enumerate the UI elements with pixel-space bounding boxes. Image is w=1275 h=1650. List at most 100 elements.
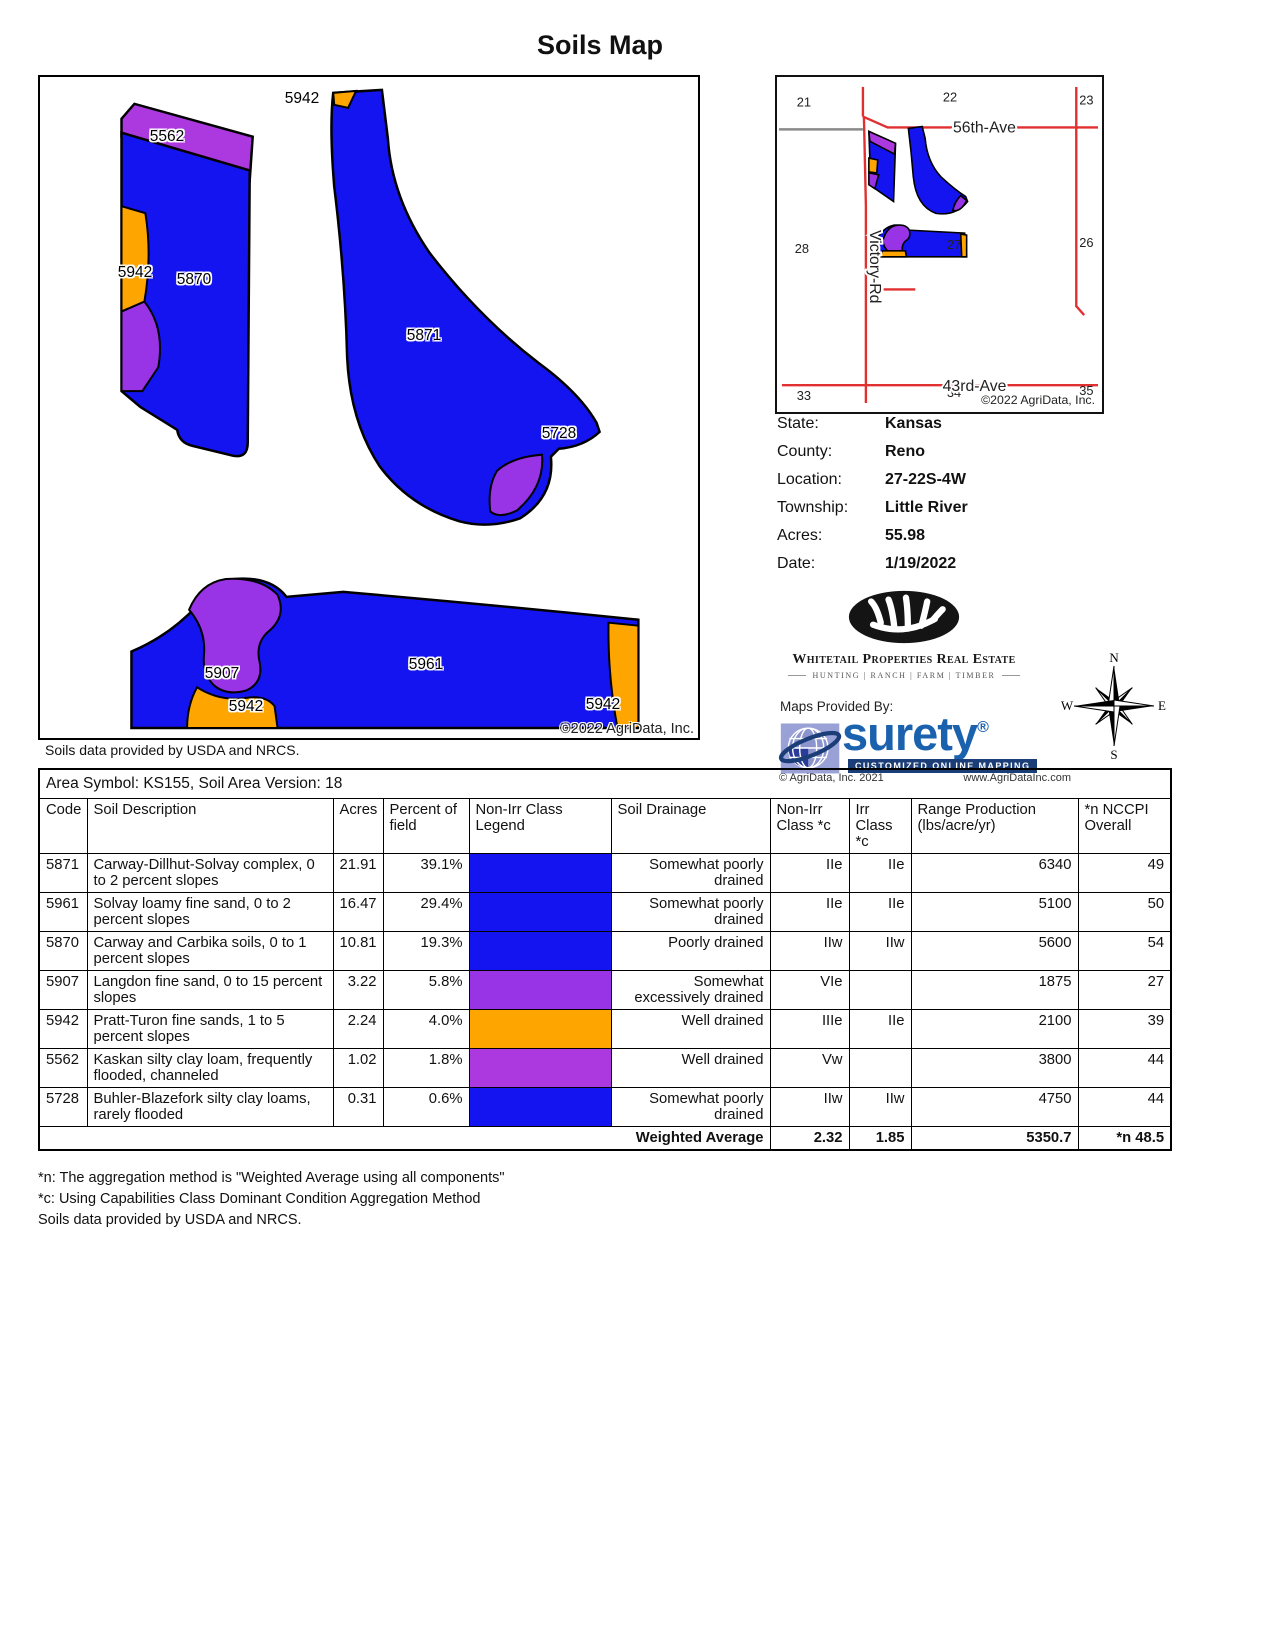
cell-nonirr: IIIe: [769, 1009, 850, 1049]
cell-range: 5100: [910, 892, 1079, 932]
surety-wordmark: surety®: [842, 706, 989, 761]
section-21: 21: [797, 95, 811, 110]
date-value: 1/19/2022: [885, 555, 957, 572]
tagline-rule-right: [1001, 675, 1020, 676]
township-label: Township:: [777, 499, 849, 516]
section-23: 23: [1079, 93, 1093, 108]
soil-row-5870: 5870 Carway and Carbika soils, 0 to 1 pe…: [38, 931, 1172, 971]
township-value: Little River: [885, 499, 968, 516]
main-soils-map: 5942 5562 5942 5870 5871 5728 5907 5961 …: [38, 75, 700, 740]
info-row-acres: Acres: 55.98: [777, 522, 1117, 550]
section-26: 26: [1079, 235, 1093, 250]
header-acres: Acres: [332, 798, 384, 854]
info-row-township: Township: Little River: [777, 494, 1117, 522]
cell-drainage: Well drained: [610, 1009, 771, 1049]
road-label-56th-ave: 56th-Ave: [953, 119, 1016, 136]
cell-code: 5961: [38, 892, 88, 932]
header-irr-class: Irr Class *c: [848, 798, 912, 854]
cell-drainage: Somewhat poorly drained: [610, 1087, 771, 1127]
cell-irr: IIw: [848, 931, 912, 971]
county-label: County:: [777, 443, 833, 460]
cell-percent: 4.0%: [382, 1009, 470, 1049]
cell-acres: 3.22: [332, 970, 384, 1010]
location-value: 27-22S-4W: [885, 471, 966, 488]
soil-polygon-purple-left: [120, 300, 161, 393]
cell-range: 4750: [910, 1087, 1079, 1127]
legend-swatch-blue: [468, 892, 612, 932]
header-nccpi-overall: *n NCCPI Overall: [1077, 798, 1172, 854]
weighted-nccpi: *n 48.5: [1077, 1126, 1172, 1151]
map-label-5562: 5562: [149, 128, 185, 145]
whitetail-name: Whitetail Properties Real Estate: [792, 652, 1016, 667]
whitetail-tagline-row: HUNTING | RANCH | FARM | TIMBER: [788, 671, 1020, 680]
map-label-5942-top: 5942: [284, 90, 320, 107]
cell-range: 5600: [910, 931, 1079, 971]
cell-code: 5871: [38, 853, 88, 893]
compass-w: W: [1061, 698, 1074, 713]
cell-acres: 0.31: [332, 1087, 384, 1127]
cell-drainage: Well drained: [610, 1048, 771, 1088]
cell-acres: 21.91: [332, 853, 384, 893]
soil-row-5871: 5871 Carway-Dillhut-Solvay complex, 0 to…: [38, 853, 1172, 893]
map-label-5942-br: 5942: [585, 696, 621, 713]
cell-drainage: Poorly drained: [610, 931, 771, 971]
map-label-5728: 5728: [541, 425, 577, 442]
state-label: State:: [777, 415, 819, 432]
footnotes: *n: The aggregation method is "Weighted …: [38, 1168, 505, 1231]
cell-range: 6340: [910, 853, 1079, 893]
soil-polygon-5871: [330, 88, 602, 526]
cell-irr: IIe: [848, 892, 912, 932]
cell-irr: IIw: [848, 1087, 912, 1127]
legend-swatch-purple-alt: [468, 1048, 612, 1088]
legend-swatch-purple: [468, 970, 612, 1010]
acres-label: Acres:: [777, 527, 823, 544]
cell-percent: 29.4%: [382, 892, 470, 932]
weighted-nonirr: 2.32: [769, 1126, 850, 1151]
cell-range: 1875: [910, 970, 1079, 1010]
compass-s: S: [1110, 747, 1117, 762]
section-28: 28: [795, 241, 809, 256]
footnote-aggregation: *n: The aggregation method is "Weighted …: [38, 1170, 505, 1186]
surety-name: surety: [842, 707, 978, 760]
cell-nccpi: 44: [1077, 1087, 1172, 1127]
header-percent-of-field: Percent of field: [382, 798, 470, 854]
maps-provided-by: Maps Provided By:: [780, 699, 894, 714]
soil-polygon-5907: [187, 577, 282, 694]
cell-nonirr: Vw: [769, 1048, 850, 1088]
cell-description: Buhler-Blazefork silty clay loams, rarel…: [86, 1087, 334, 1127]
cell-acres: 2.24: [332, 1009, 384, 1049]
cell-description: Pratt-Turon fine sands, 1 to 5 percent s…: [86, 1009, 334, 1049]
soil-row-5728: 5728 Buhler-Blazefork silty clay loams, …: [38, 1087, 1172, 1127]
mini-soil-shapes: [867, 125, 969, 258]
cell-nonirr: IIe: [769, 892, 850, 932]
location-label: Location:: [777, 471, 842, 488]
compass-e: E: [1158, 698, 1166, 713]
cell-drainage: Somewhat excessively drained: [610, 970, 771, 1010]
registered-mark: ®: [977, 719, 989, 736]
surety-logo-block: surety® CUSTOMIZED ONLINE MAPPING: [778, 707, 1078, 788]
table-header-row: Code Soil Description Acres Percent of f…: [38, 798, 1172, 854]
info-row-location: Location: 27-22S-4W: [777, 466, 1117, 494]
cell-nonirr: IIe: [769, 853, 850, 893]
map-label-5961: 5961: [408, 656, 444, 673]
legend-swatch-orange: [468, 1009, 612, 1049]
soil-row-5961: 5961 Solvay loamy fine sand, 0 to 2 perc…: [38, 892, 1172, 932]
soils-table: Area Symbol: KS155, Soil Area Version: 1…: [38, 768, 1173, 1151]
legend-swatch-blue: [468, 931, 612, 971]
legend-swatch-blue: [468, 1087, 612, 1127]
cell-description: Carway and Carbika soils, 0 to 1 percent…: [86, 931, 334, 971]
section-33: 33: [797, 388, 811, 403]
header-range-production: Range Production (lbs/acre/yr): [910, 798, 1079, 854]
surety-globe-icon: [778, 723, 842, 774]
county-value: Reno: [885, 443, 925, 460]
section-27: 27: [947, 237, 961, 252]
cell-irr: [848, 970, 912, 1010]
cell-range: 3800: [910, 1048, 1079, 1088]
cell-drainage: Somewhat poorly drained: [610, 853, 771, 893]
header-soil-description: Soil Description: [86, 798, 334, 854]
header-code: Code: [38, 798, 88, 854]
cell-acres: 1.02: [332, 1048, 384, 1088]
main-map-copyright: ©2022 AgriData, Inc.: [559, 721, 694, 737]
cell-acres: 10.81: [332, 931, 384, 971]
